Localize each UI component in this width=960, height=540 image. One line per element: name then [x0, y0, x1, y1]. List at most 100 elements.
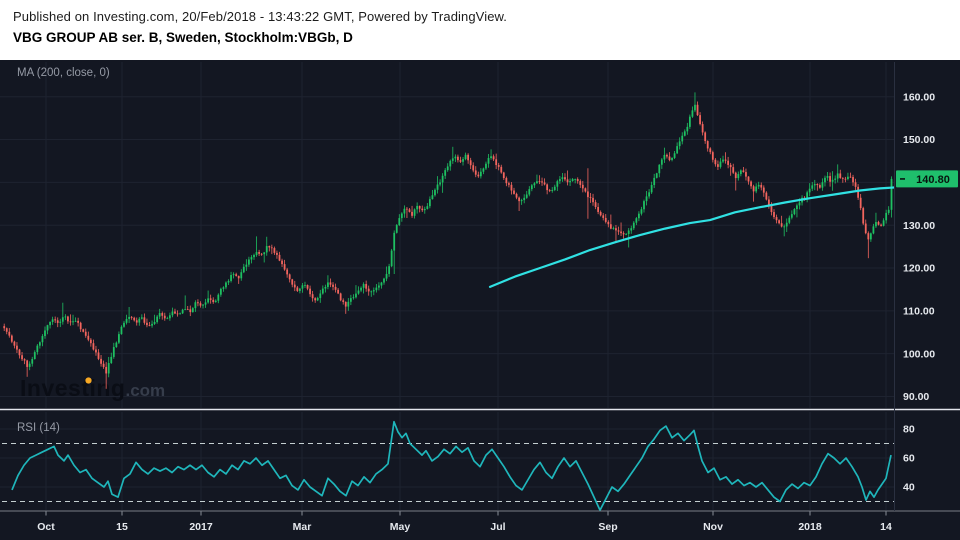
rsi-pane-hit-area[interactable] — [0, 411, 894, 511]
candle-up — [658, 164, 661, 174]
candle-down — [418, 205, 421, 209]
candle-down — [199, 303, 202, 306]
candle-down — [174, 311, 176, 314]
candle-down — [281, 260, 283, 265]
candle-down — [8, 331, 11, 336]
candle-down — [288, 274, 291, 280]
candle-up — [33, 352, 36, 360]
price-tick-label: 160.00 — [903, 91, 935, 103]
candle-down — [13, 341, 16, 346]
candle-down — [508, 183, 510, 185]
candle-down — [406, 208, 408, 210]
candle-down — [314, 298, 317, 301]
candle-up — [51, 319, 54, 322]
candle-up — [232, 274, 235, 276]
price-axis-hit-area[interactable] — [895, 62, 960, 511]
candle-up — [834, 178, 837, 180]
candle-up — [890, 178, 893, 210]
candle-up — [227, 280, 230, 283]
candle-up — [783, 226, 786, 228]
candle-down — [615, 228, 617, 231]
candle-up — [230, 275, 232, 281]
candle-down — [497, 165, 500, 167]
gridlines — [0, 62, 894, 510]
candle-up — [360, 287, 362, 291]
candle-down — [276, 252, 278, 255]
candle-up — [694, 104, 696, 111]
candle-up — [847, 176, 849, 180]
candle-down — [579, 181, 582, 185]
candle-down — [56, 320, 59, 323]
candle-up — [650, 185, 653, 193]
candle-up — [120, 326, 123, 335]
candle-up — [836, 173, 839, 179]
candle-up — [431, 195, 434, 200]
candle-up — [184, 309, 187, 310]
candle-up — [811, 185, 814, 189]
candle-up — [739, 170, 742, 175]
ma-200-line — [488, 186, 894, 288]
candle-down — [197, 302, 199, 304]
candle-down — [617, 230, 620, 232]
candle-down — [309, 288, 311, 295]
candle-down — [742, 170, 745, 173]
candle-up — [882, 220, 885, 226]
time-tick-label: 2017 — [189, 521, 213, 533]
candle-up — [59, 321, 62, 323]
candle-down — [367, 288, 370, 292]
candle-up — [263, 252, 266, 255]
candle-up — [72, 321, 74, 323]
candle-down — [148, 325, 151, 326]
candle-up — [219, 288, 222, 295]
candle-up — [485, 163, 487, 169]
candle-up — [202, 304, 204, 306]
candle-up — [171, 311, 174, 316]
time-tick-label: Mar — [293, 521, 312, 533]
candle-up — [110, 356, 113, 363]
candle-down — [469, 160, 472, 166]
candle-down — [16, 345, 18, 350]
candle-up — [683, 131, 686, 136]
time-tick-label: Sep — [598, 521, 617, 533]
candle-down — [143, 317, 146, 323]
candle-down — [270, 247, 273, 249]
candle-down — [513, 190, 515, 194]
candle-up — [653, 177, 656, 186]
candle-down — [337, 289, 340, 294]
candle-up — [349, 298, 352, 302]
candle-up — [327, 282, 329, 287]
candle-up — [217, 294, 220, 301]
candle-down — [538, 181, 541, 183]
last-price-tick-icon — [900, 178, 905, 180]
candle-up — [225, 282, 227, 288]
candle-up — [214, 300, 217, 303]
candle-down — [880, 224, 882, 226]
candle-down — [102, 363, 105, 367]
candle-down — [510, 184, 513, 191]
candle-down — [587, 191, 589, 198]
last-price-badge: 140.80 — [896, 170, 958, 188]
candle-up — [61, 317, 64, 322]
candle-up — [321, 288, 324, 294]
candle-down — [609, 224, 612, 229]
candle-up — [36, 345, 39, 353]
candle-down — [306, 285, 309, 289]
time-tick-label: Nov — [703, 521, 723, 533]
candle-down — [515, 193, 518, 198]
candle-up — [451, 158, 454, 161]
candle-up — [112, 347, 115, 357]
main-pane-hit-area[interactable] — [0, 62, 894, 409]
candle-up — [671, 157, 673, 161]
time-axis-hit-area[interactable] — [0, 512, 960, 540]
candle-up — [357, 290, 360, 294]
candle-down — [77, 320, 80, 323]
candle-down — [543, 182, 546, 185]
candle-up — [423, 208, 426, 211]
candle-up — [352, 297, 355, 299]
candle-up — [245, 264, 248, 267]
candle-up — [181, 309, 184, 314]
candle-up — [691, 110, 694, 117]
candle-up — [123, 322, 125, 327]
price-series — [3, 92, 894, 389]
candle-down — [750, 181, 752, 187]
